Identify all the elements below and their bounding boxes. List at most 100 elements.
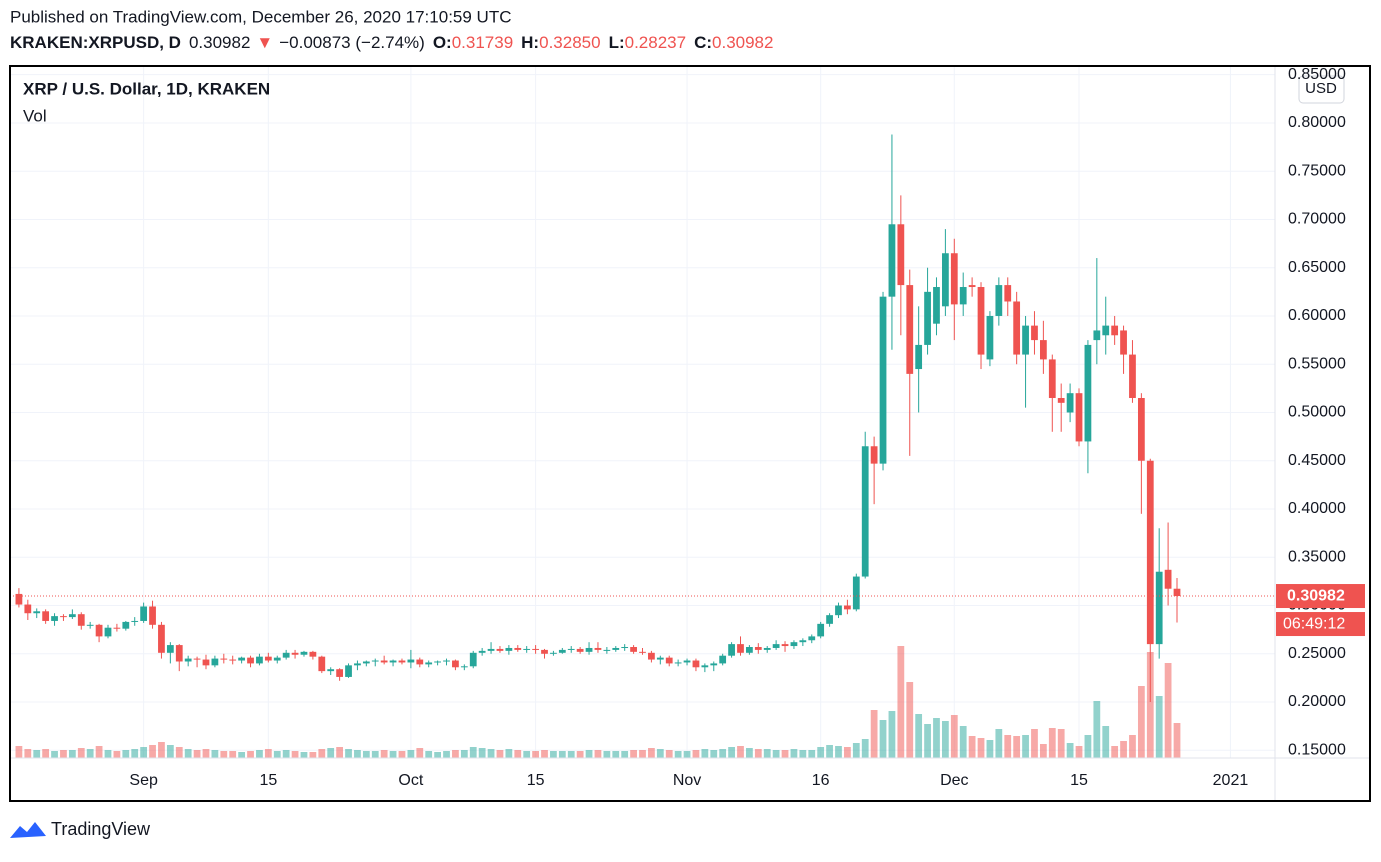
- candle-body: [719, 655, 727, 664]
- candle-body: [95, 624, 103, 637]
- candle-body: [897, 224, 905, 286]
- candle-body: [950, 253, 958, 305]
- volume-bar: [300, 752, 308, 758]
- volume-bar: [1039, 744, 1047, 758]
- volume-bar: [166, 745, 174, 758]
- volume-bar: [460, 750, 468, 758]
- volume-bar: [603, 751, 611, 758]
- currency-badge[interactable]: [1298, 75, 1345, 104]
- candle-body: [42, 611, 50, 621]
- candle-body: [140, 606, 148, 621]
- volume-bar: [772, 750, 780, 758]
- y-tick-label: 0.75000: [1288, 162, 1346, 179]
- candle-body: [746, 647, 753, 653]
- candle-body: [131, 620, 139, 622]
- symbol: KRAKEN:XRPUSD, D: [10, 33, 181, 52]
- candle-body: [220, 658, 228, 660]
- candle-body: [835, 605, 842, 616]
- volume-bar: [42, 749, 50, 758]
- candle-body: [478, 650, 486, 653]
- volume-bar: [897, 646, 905, 758]
- candle-body: [345, 665, 352, 677]
- candle-body: [1013, 301, 1021, 355]
- candle-body: [166, 645, 174, 653]
- candle-body: [175, 645, 183, 662]
- candle-body: [888, 224, 896, 297]
- x-tick-label: 15: [259, 772, 277, 789]
- candle-body: [291, 652, 299, 655]
- volume-bar: [229, 751, 237, 758]
- candle-body: [68, 614, 76, 618]
- y-tick-label: 0.70000: [1288, 211, 1346, 228]
- candle-body: [710, 663, 718, 666]
- volume-bar: [184, 749, 192, 758]
- candle-body: [852, 576, 860, 610]
- candle-body: [648, 652, 655, 660]
- last-price-label: 0.30982: [1287, 587, 1345, 604]
- l: 0.28237: [625, 33, 686, 52]
- candle-body: [1146, 460, 1154, 645]
- candle-body: [122, 621, 130, 629]
- h-label: H:: [521, 33, 539, 52]
- volume-bar: [754, 749, 762, 758]
- volume-bar: [835, 746, 842, 758]
- volume-bar: [746, 748, 753, 758]
- candle-body: [612, 647, 620, 650]
- volume-bar: [1120, 741, 1127, 758]
- volume-bar: [915, 714, 923, 758]
- candle-body: [309, 651, 317, 657]
- volume-bar: [264, 749, 272, 758]
- volume-bar: [68, 750, 76, 758]
- volume-bar: [817, 747, 825, 758]
- volume-bar: [710, 750, 718, 758]
- volume-bar: [33, 750, 41, 758]
- candle-body: [202, 659, 210, 666]
- volume-bar: [514, 750, 522, 758]
- change: −0.00873 (−2.74%): [279, 33, 425, 52]
- x-tick-label: 15: [527, 772, 545, 789]
- volume-bar: [950, 715, 958, 758]
- volume-bar: [60, 750, 67, 758]
- candle-body: [362, 661, 370, 664]
- volume-bar: [131, 749, 139, 758]
- volume-bar: [1173, 723, 1181, 758]
- candle-body: [416, 659, 424, 665]
- candle-body: [407, 659, 415, 663]
- candle-body: [238, 657, 246, 661]
- candle-body: [665, 657, 673, 664]
- volume-bar: [763, 749, 771, 758]
- candle-body: [817, 623, 825, 637]
- volume-bar: [256, 750, 263, 758]
- volume-bar: [612, 751, 620, 758]
- l-label: L:: [609, 33, 625, 52]
- candle-body: [870, 446, 878, 464]
- candle-body: [398, 660, 406, 663]
- candle-body: [247, 657, 254, 664]
- candle-body: [256, 656, 263, 664]
- volume-bar: [621, 751, 629, 758]
- volume-bar: [487, 749, 495, 758]
- volume-bar: [630, 750, 637, 758]
- y-tick-label: 0.35000: [1288, 548, 1346, 565]
- y-tick-label: 0.15000: [1288, 741, 1346, 758]
- volume-bar: [238, 752, 246, 758]
- volume-bar: [478, 748, 486, 758]
- volume-bar: [1031, 729, 1038, 758]
- x-tick-label: 16: [812, 772, 830, 789]
- volume-bar: [558, 751, 566, 758]
- candle-body: [924, 291, 931, 345]
- volume-bar: [826, 745, 833, 758]
- x-tick-label: Nov: [673, 772, 701, 789]
- candle-body: [1155, 571, 1163, 645]
- candle-body: [104, 627, 112, 637]
- volume-bar: [1066, 743, 1074, 758]
- candle-body: [906, 285, 914, 374]
- volume-bar: [1164, 663, 1172, 758]
- volume-bar: [345, 749, 352, 758]
- candle-body: [942, 253, 949, 307]
- candle-body: [434, 661, 441, 663]
- volume-bar: [86, 749, 94, 758]
- volume-bar: [701, 749, 709, 758]
- volume-bar: [291, 751, 299, 758]
